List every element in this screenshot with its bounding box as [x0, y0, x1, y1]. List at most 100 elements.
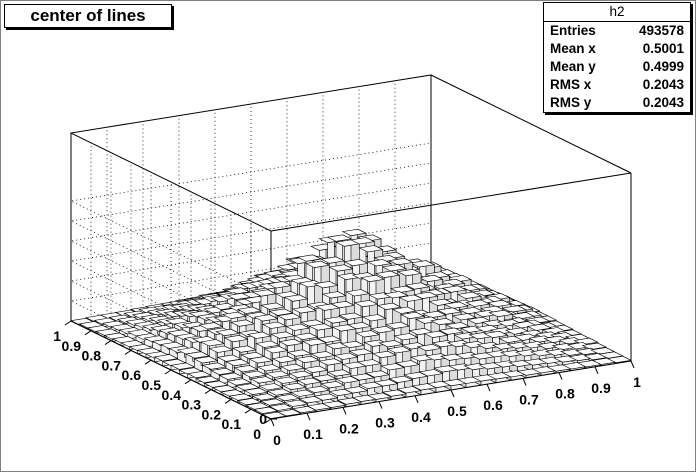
bar-top-face	[318, 358, 344, 366]
bar-top-face	[501, 305, 527, 313]
bar-top-face	[410, 260, 436, 268]
stats-value: 0.5001	[642, 41, 684, 56]
bar-top-face	[388, 257, 414, 266]
bar-top-face	[405, 282, 431, 290]
bar-top-face	[355, 330, 381, 338]
bar-top-face	[185, 351, 211, 359]
bar-top-face	[395, 360, 421, 368]
bar-top-face	[430, 317, 456, 326]
bar-top-face	[303, 365, 329, 373]
bar-top-face	[200, 339, 226, 347]
bar-top-face	[276, 313, 302, 321]
y-tick-label: 0.2	[202, 406, 222, 422]
bar-top-face	[278, 338, 304, 347]
bar-top-face	[345, 289, 371, 297]
bar-8-0	[381, 389, 407, 401]
x-tick	[594, 366, 599, 374]
stats-value: 0.4999	[642, 59, 684, 74]
bar-top-face	[270, 331, 296, 339]
x-tick	[414, 395, 419, 403]
bar-top-face	[606, 355, 632, 364]
bar-top-face	[236, 306, 262, 314]
bar-top-face	[215, 328, 241, 337]
bar-top-face	[305, 260, 331, 268]
x-tick	[378, 401, 383, 409]
stats-label: Mean y	[550, 59, 596, 74]
bar-top-face	[371, 350, 397, 359]
bar-top-face	[230, 319, 256, 327]
bar-top-face	[276, 409, 302, 417]
bar-top-face	[330, 300, 356, 309]
bar-top-face	[526, 323, 552, 331]
stats-value: 493578	[638, 23, 684, 38]
bar-top-face	[423, 330, 449, 338]
x-tick	[558, 372, 563, 380]
bar-top-face	[265, 370, 291, 378]
bar-top-face	[358, 245, 384, 253]
bar-top-face	[288, 370, 314, 378]
y-tick-label: 0.9	[62, 338, 82, 354]
bar-top-face	[195, 375, 221, 384]
bar-5-0	[336, 397, 362, 408]
y-tick	[224, 398, 232, 404]
bar-top-face	[261, 321, 287, 329]
bar-top-face	[361, 314, 387, 322]
bar-top-face	[335, 376, 361, 384]
bar-top-face	[235, 383, 261, 391]
x-tick	[450, 389, 455, 398]
x-tick	[522, 378, 527, 386]
bar-top-face	[305, 385, 331, 394]
bar-top-face	[373, 379, 399, 387]
bar-top-face	[400, 311, 426, 320]
x-tick-label: 0.2	[339, 420, 359, 436]
bar-top-face	[301, 338, 327, 346]
bar-top-face	[198, 322, 224, 330]
bar-top-face	[365, 370, 391, 378]
y-tick-label: 1	[53, 328, 61, 344]
bar-top-face	[246, 331, 272, 339]
bar-top-face	[323, 316, 349, 324]
bar-top-face	[421, 310, 447, 319]
x-tick	[270, 418, 275, 427]
bar-top-face	[236, 397, 262, 406]
bar-top-face	[250, 376, 276, 384]
bar-top-face	[326, 234, 352, 242]
bar-top-face	[350, 237, 376, 245]
x-tick	[486, 384, 491, 392]
bar-top-face	[260, 398, 286, 406]
bar-top-face	[350, 373, 376, 381]
z-grid	[69, 80, 432, 410]
x-tick	[306, 413, 311, 421]
y-tick	[124, 349, 132, 355]
y-tick-label: 0.5	[142, 377, 162, 393]
bar-top-face	[488, 309, 514, 318]
bar-top-face	[370, 325, 396, 334]
bar-top-face	[170, 362, 196, 370]
x-tick-label: 0.5	[447, 403, 467, 419]
stats-row-mean-y: Mean y 0.4999	[544, 58, 690, 76]
y-tick-label: 0.4	[162, 387, 182, 403]
bar-top-face	[321, 291, 347, 299]
stats-row-entries: Entries 493578	[544, 22, 690, 40]
bar-top-face	[366, 392, 392, 400]
bar-top-face	[418, 274, 444, 283]
bar-top-face	[225, 358, 251, 367]
bar-top-face	[308, 323, 334, 331]
x-tick-label: 0.8	[555, 386, 575, 402]
bar-top-face	[343, 258, 369, 267]
stats-value: 0.2043	[642, 95, 684, 110]
bar-top-face	[343, 386, 369, 394]
bar-top-face	[340, 340, 366, 349]
bar-top-face	[251, 393, 277, 401]
x-tick-label: 0.3	[375, 415, 395, 431]
bar-top-face	[378, 340, 404, 348]
bar-top-face	[348, 348, 374, 356]
bar-top-face	[208, 345, 234, 353]
bar-top-face	[221, 311, 247, 319]
stats-label: Mean x	[550, 41, 596, 56]
y-tick	[104, 340, 112, 346]
bar-top-face	[280, 363, 306, 371]
x-tick-label: 1	[633, 374, 641, 390]
y-tick	[64, 320, 72, 326]
